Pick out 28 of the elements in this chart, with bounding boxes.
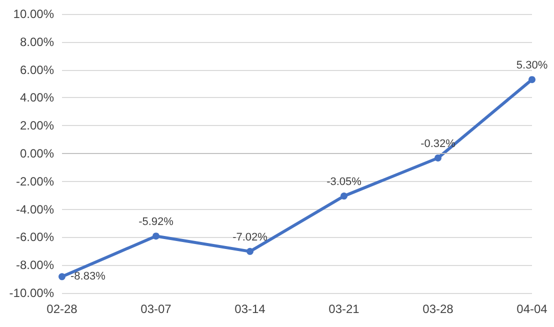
x-tick-label: 03-14	[234, 302, 266, 316]
y-tick-label: -2.00%	[16, 174, 54, 188]
y-tick-label: -8.00%	[16, 258, 54, 272]
point	[58, 273, 66, 280]
y-tick-label: 10.00%	[13, 7, 54, 21]
data-label: -3.05%	[326, 176, 362, 188]
point	[528, 76, 536, 84]
data-label: -5.92%	[138, 216, 174, 228]
data-label: -7.02%	[232, 231, 268, 244]
y-tick-label: -6.00%	[16, 230, 54, 244]
y-tick-label: -4.00%	[16, 202, 54, 216]
y-tick-label: 2.00%	[20, 118, 54, 133]
point	[246, 248, 254, 255]
point	[152, 232, 160, 240]
x-tick-label: 02-28	[46, 302, 78, 316]
x-tick-label: 03-21	[328, 302, 360, 316]
y-tick-label: 0.00%	[20, 146, 54, 160]
x-tick-label: 03-07	[140, 302, 172, 316]
y-tick-label: 4.00%	[20, 90, 54, 105]
y-tick-label: 8.00%	[20, 34, 54, 49]
data-label: 5.30%	[516, 60, 548, 72]
x-tick-label: 04-04	[516, 302, 548, 316]
x-tick-label: 03-28	[422, 302, 454, 316]
point	[340, 192, 348, 200]
y-tick-label: 6.00%	[20, 62, 54, 77]
y-tick-label: -10.00%	[9, 286, 54, 300]
point	[434, 154, 442, 162]
data-label: -8.83%	[70, 270, 106, 283]
